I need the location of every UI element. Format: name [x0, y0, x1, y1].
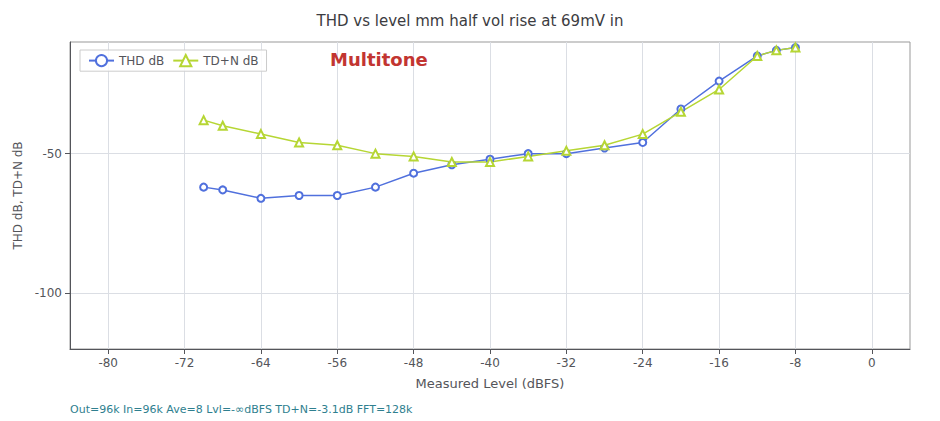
svg-text:THD vs level mm half vol rise: THD vs level mm half vol rise at 69mV in: [316, 12, 624, 30]
svg-text:-8: -8: [789, 356, 801, 370]
svg-text:-56: -56: [327, 356, 347, 370]
svg-text:0: 0: [868, 356, 876, 370]
svg-text:THD dB, TD+N dB: THD dB, TD+N dB: [11, 141, 25, 250]
svg-text:-64: -64: [251, 356, 271, 370]
svg-text:TD+N dB: TD+N dB: [202, 54, 258, 68]
svg-text:-40: -40: [480, 356, 500, 370]
svg-text:-32: -32: [557, 356, 577, 370]
svg-text:-48: -48: [404, 356, 424, 370]
svg-text:Multitone: Multitone: [330, 49, 428, 70]
svg-text:-50: -50: [42, 147, 62, 161]
svg-text:THD dB: THD dB: [118, 54, 164, 68]
svg-text:-80: -80: [98, 356, 118, 370]
svg-text:-100: -100: [35, 286, 62, 300]
svg-text:-24: -24: [633, 356, 653, 370]
svg-text:Out=96k In=96k Ave=8 Lvl=-∞dBF: Out=96k In=96k Ave=8 Lvl=-∞dBFS TD+N=-3.…: [70, 403, 413, 416]
svg-text:-16: -16: [709, 356, 729, 370]
svg-text:Measured Level (dBFS): Measured Level (dBFS): [416, 376, 565, 391]
svg-text:-72: -72: [175, 356, 195, 370]
